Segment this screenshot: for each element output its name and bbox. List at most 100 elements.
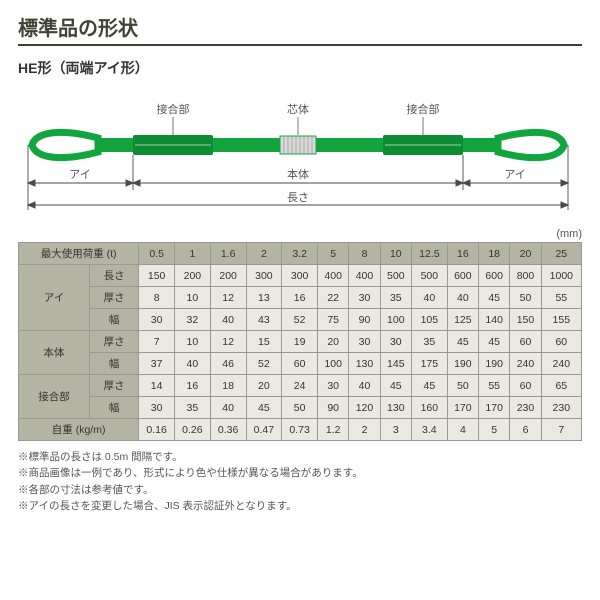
data-cell: 90 [349,309,380,331]
label-body: 本体 [287,167,309,181]
label-eye-right: アイ [504,169,525,181]
data-cell: 150 [139,265,175,287]
data-cell: 45 [447,331,478,353]
data-cell: 200 [210,265,246,287]
data-cell: 45 [380,375,411,397]
data-cell: 140 [479,309,510,331]
data-cell: 300 [246,265,282,287]
data-cell: 7 [139,331,175,353]
data-cell: 30 [349,331,380,353]
data-cell: 45 [246,397,282,419]
data-cell: 40 [175,353,211,375]
data-cell: 190 [447,353,478,375]
data-cell: 24 [282,375,318,397]
data-cell: 130 [349,353,380,375]
data-cell: 40 [210,309,246,331]
data-cell: 105 [411,309,447,331]
label-eye-left: アイ [69,169,90,181]
data-cell: 100 [318,353,349,375]
data-cell: 45 [411,375,447,397]
data-cell: 50 [282,397,318,419]
data-cell: 175 [411,353,447,375]
data-cell: 155 [541,309,581,331]
col-header: 8 [349,243,380,265]
data-cell: 145 [380,353,411,375]
data-cell: 20 [246,375,282,397]
data-cell: 55 [479,375,510,397]
data-cell: 45 [479,331,510,353]
col-header: 18 [479,243,510,265]
data-cell: 12 [210,287,246,309]
notes: ※標準品の長さは 0.5m 間隔です。※商品画像は一例であり、形式により色や仕様… [18,449,582,514]
sling-diagram: 接合部 芯体 接合部 [18,98,582,213]
data-cell: 1000 [541,265,581,287]
data-cell: 60 [541,331,581,353]
data-cell: 30 [380,331,411,353]
label-joint-right: 接合部 [407,102,440,116]
row-label: 幅 [89,309,138,331]
data-cell: 2 [349,419,380,441]
data-cell: 800 [510,265,541,287]
label-core: 芯体 [287,102,309,116]
row-label: 幅 [89,397,138,419]
data-cell: 60 [510,331,541,353]
data-cell: 46 [210,353,246,375]
data-cell: 14 [139,375,175,397]
data-cell: 37 [139,353,175,375]
data-cell: 600 [479,265,510,287]
data-cell: 30 [318,375,349,397]
row-label: 厚さ [89,375,138,397]
data-cell: 3 [380,419,411,441]
data-cell: 50 [447,375,478,397]
data-cell: 1.2 [318,419,349,441]
data-cell: 120 [349,397,380,419]
data-cell: 0.47 [246,419,282,441]
data-cell: 16 [282,287,318,309]
data-cell: 7 [541,419,581,441]
data-cell: 65 [541,375,581,397]
label-length: 長さ [287,191,309,204]
data-cell: 18 [210,375,246,397]
row-group-header: アイ [19,265,90,331]
row-label: 厚さ [89,331,138,353]
data-cell: 43 [246,309,282,331]
data-cell: 190 [479,353,510,375]
data-cell: 16 [175,375,211,397]
data-cell: 8 [139,287,175,309]
data-cell: 75 [318,309,349,331]
data-cell: 170 [447,397,478,419]
data-cell: 20 [318,331,349,353]
data-cell: 52 [246,353,282,375]
data-cell: 13 [246,287,282,309]
data-cell: 40 [447,287,478,309]
data-cell: 90 [318,397,349,419]
note-line: ※アイの長さを変更した場合、JIS 表示認証外となります。 [18,498,582,514]
label-joint-left: 接合部 [157,102,190,116]
data-cell: 52 [282,309,318,331]
data-cell: 15 [246,331,282,353]
unit-label: (mm) [18,228,582,240]
data-cell: 500 [380,265,411,287]
eye-right [498,132,564,157]
data-cell: 3.4 [411,419,447,441]
row-label: 厚さ [89,287,138,309]
note-line: ※標準品の長さは 0.5m 間隔です。 [18,449,582,465]
weight-row-label: 自重 (kg/m) [19,419,139,441]
row-group-header: 本体 [19,331,90,375]
data-cell: 0.26 [175,419,211,441]
col-header: 0.5 [139,243,175,265]
data-cell: 0.73 [282,419,318,441]
data-cell: 35 [175,397,211,419]
section-title: 標準品の形状 [18,12,582,46]
data-cell: 4 [447,419,478,441]
data-cell: 160 [411,397,447,419]
data-cell: 5 [479,419,510,441]
col-header: 10 [380,243,411,265]
data-cell: 100 [380,309,411,331]
note-line: ※商品画像は一例であり、形式により色や仕様が異なる場合があります。 [18,465,582,481]
data-cell: 40 [349,375,380,397]
data-cell: 55 [541,287,581,309]
data-cell: 500 [411,265,447,287]
subtitle: HE形（両端アイ形） [18,58,582,78]
eye-left [32,132,98,157]
